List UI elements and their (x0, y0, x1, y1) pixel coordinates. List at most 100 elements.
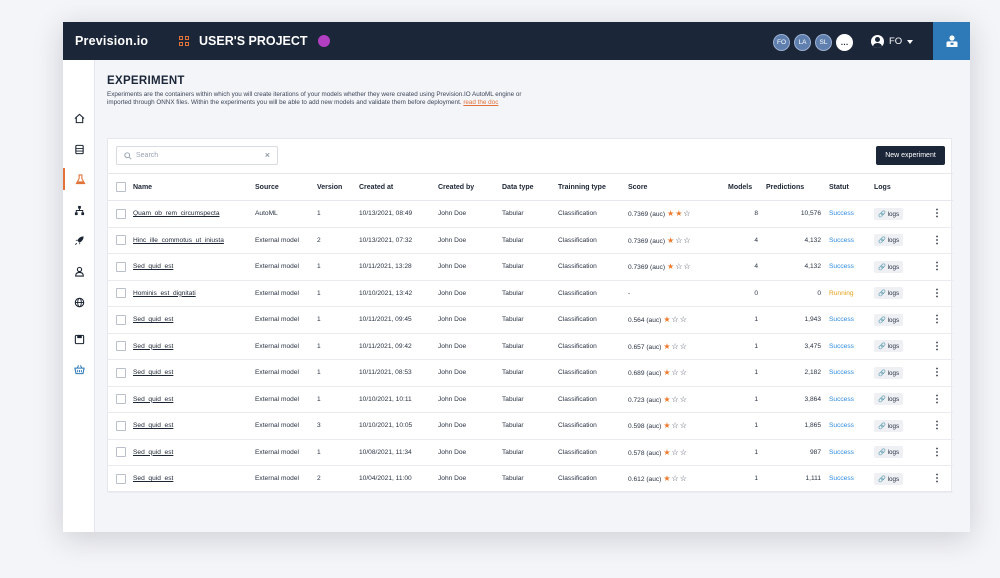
experiment-name-link[interactable]: Hinc_ille_commotus_ut_iniusta (133, 236, 224, 244)
logs-button[interactable]: 🔗 logs (874, 393, 904, 406)
sidebar-item-store[interactable] (63, 358, 95, 380)
logs-button[interactable]: 🔗 logs (874, 340, 904, 353)
logs-button[interactable]: 🔗 logs (874, 366, 904, 379)
star-filled-icon: ★ (663, 315, 672, 325)
table-row[interactable]: Sed_quid_est External model 1 10/11/2021, 0… (108, 333, 953, 360)
column-header-data-type[interactable]: Data type (502, 173, 558, 201)
row-more-menu[interactable]: ⋮ (921, 227, 953, 254)
experiment-name-link[interactable]: Sed_quid_est (133, 475, 174, 483)
select-all-checkbox[interactable] (116, 182, 126, 192)
logs-button[interactable]: 🔗 logs (874, 446, 904, 459)
table-row[interactable]: Sed_quid_est External model 3 10/10/2021, 1… (108, 412, 953, 440)
table-row[interactable]: Sed_quid_est External model 1 10/10/2021, 1… (108, 386, 953, 413)
table-row[interactable]: Sed_quid_est External model 1 10/11/2021, 0… (108, 359, 953, 387)
row-checkbox[interactable] (116, 447, 126, 458)
cell-created-at: 10/04/2021, 11:00 (359, 465, 438, 493)
sidebar-item-pipelines[interactable] (63, 199, 95, 221)
sidebar-item-storage[interactable] (63, 328, 95, 350)
row-more-menu[interactable]: ⋮ (921, 412, 953, 440)
sidebar-item-home[interactable] (63, 107, 95, 129)
logs-button[interactable]: 🔗 logs (874, 472, 904, 485)
table-row[interactable]: Quam_ob_rem_circumspecta AutoML 1 10/13/202… (108, 200, 953, 228)
column-header-models[interactable]: Models (728, 173, 766, 201)
experiment-name-link[interactable]: Quam_ob_rem_circumspecta (133, 210, 220, 218)
row-more-menu[interactable]: ⋮ (921, 200, 953, 228)
avatar[interactable]: FO (773, 34, 790, 51)
experiment-name-link[interactable]: Sed_quid_est (133, 369, 174, 377)
row-checkbox[interactable] (116, 420, 126, 431)
score-value: 0.723 (auc) (628, 396, 662, 404)
row-checkbox[interactable] (116, 235, 126, 246)
experiment-name-link[interactable]: Sed_quid_est (133, 263, 174, 271)
logs-button[interactable]: 🔗 logs (874, 234, 904, 247)
column-header-logs[interactable]: Logs (874, 173, 921, 201)
table-row[interactable]: Sed_quid_est External model 1 10/11/2021, 1… (108, 253, 953, 281)
avatar[interactable]: LA (794, 34, 811, 51)
flask-icon (74, 173, 86, 184)
table-row[interactable]: Sed_quid_est External model 1 10/08/2021, 1… (108, 439, 953, 466)
table-row[interactable]: Hominis_est_dignitati External model 1 10/1… (108, 280, 953, 307)
experiment-name-link[interactable]: Hominis_est_dignitati (133, 289, 196, 297)
row-checkbox[interactable] (116, 314, 126, 325)
row-checkbox[interactable] (116, 473, 126, 484)
row-more-menu[interactable]: ⋮ (921, 439, 953, 466)
row-more-menu[interactable]: ⋮ (921, 386, 953, 413)
cell-score: 0.612 (auc) ★☆☆ (628, 465, 728, 493)
row-checkbox[interactable] (116, 394, 126, 405)
read-doc-link[interactable]: read the doc (463, 99, 499, 107)
column-header-actions (921, 173, 953, 201)
project-title[interactable]: USER'S PROJECT (199, 34, 308, 48)
column-header-source[interactable]: Source (255, 173, 317, 201)
row-more-menu[interactable]: ⋮ (921, 465, 953, 493)
apps-grid-icon[interactable] (179, 36, 189, 46)
logs-button[interactable]: 🔗 logs (874, 313, 904, 326)
column-header-score[interactable]: Score (628, 173, 728, 201)
table-row[interactable]: Sed_quid_est External model 2 10/04/2021, 1… (108, 465, 953, 493)
logs-button[interactable]: 🔗 logs (874, 260, 904, 273)
row-more-menu[interactable]: ⋮ (921, 306, 953, 334)
logs-button[interactable]: 🔗 logs (874, 207, 904, 220)
user-menu[interactable]: FO (871, 35, 914, 48)
column-header-name[interactable]: Name (133, 173, 255, 201)
column-header-version[interactable]: Version (317, 173, 359, 201)
column-header-created-by[interactable]: Created by (438, 173, 502, 201)
brand-logo[interactable]: Prevision.io (75, 34, 149, 48)
more-avatars-button[interactable]: … (836, 34, 853, 51)
star-filled-icon: ★ (675, 209, 684, 219)
sidebar-item-integrations[interactable] (63, 291, 95, 313)
column-header-predictions[interactable]: Predictions (766, 173, 829, 201)
cell-data-type: Tabular (502, 386, 558, 413)
experiment-name-link[interactable]: Sed_quid_est (133, 422, 174, 430)
row-more-menu[interactable]: ⋮ (921, 333, 953, 360)
experiment-name-link[interactable]: Sed_quid_est (133, 342, 174, 350)
column-header-status[interactable]: Statut (829, 173, 874, 201)
logs-label: logs (887, 343, 900, 351)
row-checkbox[interactable] (116, 367, 126, 378)
row-checkbox[interactable] (116, 288, 126, 299)
search-input[interactable]: Search × (116, 146, 278, 165)
column-header-training-type[interactable]: Trainning type (558, 173, 628, 201)
logs-button[interactable]: 🔗 logs (874, 287, 904, 300)
table-row[interactable]: Sed_quid_est External model 1 10/11/2021, 0… (108, 306, 953, 334)
row-more-menu[interactable]: ⋮ (921, 359, 953, 387)
new-experiment-button[interactable]: New experiment (876, 146, 945, 165)
clear-search-button[interactable]: × (264, 150, 270, 160)
sidebar-item-experiments[interactable] (63, 168, 95, 190)
logs-button[interactable]: 🔗 logs (874, 419, 904, 432)
row-checkbox[interactable] (116, 208, 126, 219)
experiment-name-link[interactable]: Sed_quid_est (133, 448, 174, 456)
sidebar-item-users[interactable] (63, 260, 95, 282)
avatar[interactable]: SL (815, 34, 832, 51)
row-checkbox[interactable] (116, 341, 126, 352)
collaborator-avatars: FO LA SL … (773, 34, 853, 51)
sidebar-item-deployments[interactable] (63, 229, 95, 251)
experiment-name-link[interactable]: Sed_quid_est (133, 316, 174, 324)
sidebar-item-data[interactable] (63, 138, 95, 160)
column-header-created-at[interactable]: Created at (359, 173, 438, 201)
experiment-name-link[interactable]: Sed_quid_est (133, 395, 174, 403)
table-row[interactable]: Hinc_ille_commotus_ut_iniusta External mo… (108, 227, 953, 254)
row-more-menu[interactable]: ⋮ (921, 280, 953, 307)
row-checkbox[interactable] (116, 261, 126, 272)
row-more-menu[interactable]: ⋮ (921, 253, 953, 281)
corner-action-button[interactable] (933, 22, 970, 60)
